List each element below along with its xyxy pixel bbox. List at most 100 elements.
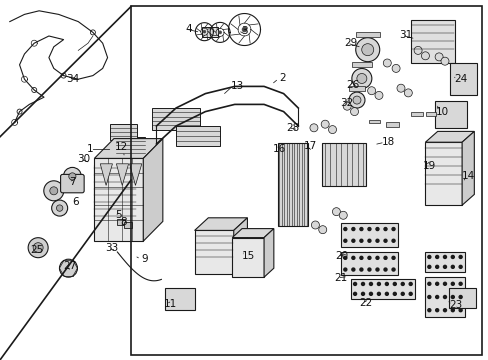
Text: 9: 9 [141,254,147,264]
Text: 10: 10 [435,107,448,117]
Circle shape [383,228,386,230]
Circle shape [427,282,430,285]
Text: 32: 32 [340,98,353,108]
Circle shape [377,283,380,285]
Text: 17: 17 [303,141,317,151]
Circle shape [443,265,446,268]
Circle shape [396,84,404,92]
Circle shape [450,256,453,258]
Bar [341,223,397,247]
Text: 13: 13 [230,81,244,91]
Circle shape [401,292,404,295]
Polygon shape [264,229,273,277]
Circle shape [377,292,380,295]
Circle shape [343,256,346,259]
Bar [426,112,435,116]
Bar [194,230,233,274]
Circle shape [321,120,328,128]
Circle shape [56,205,63,211]
Text: 20: 20 [334,251,347,261]
Circle shape [359,228,362,230]
Polygon shape [233,218,247,274]
Circle shape [435,309,438,312]
Text: 34: 34 [65,74,79,84]
Bar [277,143,307,226]
Text: 19: 19 [422,161,435,171]
Text: 14: 14 [461,171,474,181]
Circle shape [450,282,453,285]
Polygon shape [143,139,163,241]
Bar [410,112,422,116]
Bar [202,27,218,37]
Bar [131,6,481,355]
Bar [176,126,220,146]
Circle shape [458,296,461,298]
Circle shape [391,268,394,271]
Polygon shape [100,164,112,185]
Circle shape [352,96,360,104]
Text: 26: 26 [346,80,359,90]
Bar [425,277,464,317]
Circle shape [351,228,354,230]
Circle shape [339,211,346,219]
Circle shape [350,108,358,116]
Circle shape [450,265,453,268]
Circle shape [367,239,370,242]
Circle shape [69,173,76,180]
Circle shape [33,243,43,253]
Bar [110,124,137,140]
Text: 23: 23 [448,300,462,310]
Text: 8: 8 [120,217,126,228]
Circle shape [332,208,340,216]
Text: 3: 3 [241,26,247,36]
Circle shape [375,268,378,271]
Circle shape [458,265,461,268]
Bar [117,220,125,225]
Circle shape [361,283,364,285]
Circle shape [383,268,386,271]
Circle shape [385,283,387,285]
Circle shape [44,181,63,201]
FancyBboxPatch shape [61,174,84,193]
Circle shape [343,268,346,271]
Bar [386,122,398,127]
Circle shape [311,221,319,229]
Circle shape [348,92,364,108]
Bar [341,252,397,275]
Circle shape [367,268,370,271]
Circle shape [443,309,446,312]
Polygon shape [232,229,273,238]
Circle shape [359,268,362,271]
Bar [94,165,136,219]
Circle shape [375,256,378,259]
Text: 2: 2 [279,73,285,84]
Circle shape [60,259,77,277]
Circle shape [391,256,394,259]
Circle shape [318,226,326,234]
Circle shape [369,292,372,295]
Bar [94,158,143,241]
Circle shape [383,256,386,259]
Polygon shape [194,218,247,230]
Text: 7: 7 [69,177,76,187]
Circle shape [63,167,81,185]
Circle shape [392,283,395,285]
Polygon shape [94,139,163,158]
Circle shape [218,31,221,34]
Circle shape [359,256,362,259]
Bar [410,20,454,63]
Text: 6: 6 [72,197,79,207]
Text: 30: 30 [78,154,90,164]
Circle shape [375,239,378,242]
Polygon shape [425,131,473,142]
Circle shape [351,68,371,89]
Bar [165,288,194,310]
Circle shape [413,46,421,54]
Circle shape [391,228,394,230]
Text: 16: 16 [272,144,286,154]
Circle shape [440,57,448,65]
Circle shape [242,27,246,32]
Circle shape [356,73,366,84]
Circle shape [328,126,336,134]
Bar [116,137,144,157]
